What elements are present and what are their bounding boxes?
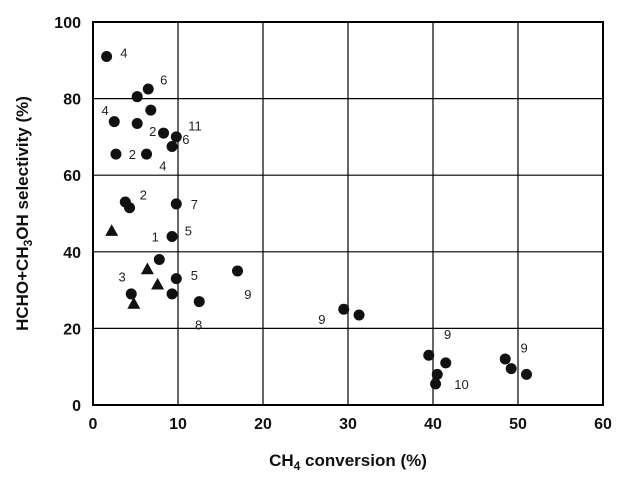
point-annotation: 6 — [160, 72, 167, 87]
circle-point — [170, 198, 182, 210]
point-annotation: 5 — [185, 224, 192, 239]
circle-point — [338, 303, 350, 315]
circle-point — [430, 378, 442, 390]
triangle-point — [105, 224, 119, 236]
point-annotation: 8 — [195, 318, 202, 333]
x-tick-label: 20 — [254, 416, 272, 433]
point-annotation: 5 — [191, 268, 198, 283]
point-annotation: 1 — [152, 229, 159, 244]
circle-point — [166, 140, 178, 152]
circle-point — [125, 288, 137, 300]
point-annotation: 3 — [119, 270, 126, 285]
circle-point — [423, 349, 435, 361]
point-annotation: 4 — [159, 159, 166, 174]
point-annotation: 2 — [149, 124, 156, 139]
circle-point — [170, 273, 182, 285]
circle-point — [145, 104, 157, 116]
y-tick-label: 0 — [72, 398, 81, 415]
tick-labels: 0 10 20 30 40 50 60 0 20 40 60 80 100 — [54, 15, 612, 433]
circle-point — [170, 131, 182, 143]
y-tick-label: 40 — [63, 245, 81, 262]
x-tick-label: 30 — [339, 416, 357, 433]
triangle-point — [151, 277, 165, 290]
circle-point — [110, 148, 122, 160]
circle-point — [158, 127, 170, 139]
circle-point — [141, 148, 153, 160]
circle-point — [166, 230, 178, 242]
circle-point — [124, 202, 136, 214]
point-annotation: 6 — [182, 132, 189, 147]
x-axis-title: CH4 conversion (%) — [269, 451, 427, 473]
circle-point — [101, 50, 113, 62]
circle-point — [193, 296, 205, 308]
circle-point — [440, 357, 452, 369]
point-annotation: 4 — [120, 46, 127, 61]
circle-point — [108, 116, 120, 128]
triangle-point — [140, 262, 154, 275]
point-annotation: 9 — [318, 312, 325, 327]
circle-point — [521, 368, 532, 380]
x-tick-label: 50 — [509, 416, 527, 433]
y-tick-label: 100 — [54, 15, 81, 32]
point-annotation: 9 — [244, 287, 251, 302]
circle-point — [353, 309, 365, 321]
x-tick-label: 0 — [89, 416, 98, 433]
point-annotation: 4 — [102, 103, 109, 118]
circle-point — [232, 265, 243, 277]
y-tick-label: 20 — [63, 321, 81, 338]
circle-point — [431, 368, 443, 380]
point-annotation: 9 — [444, 327, 451, 342]
grid-layer — [93, 22, 603, 405]
x-tick-label: 60 — [594, 416, 612, 433]
point-annotation: 9 — [521, 341, 528, 356]
data-points — [101, 50, 532, 390]
y-tick-label: 80 — [63, 92, 81, 109]
circle-point — [131, 117, 143, 129]
circle-point — [142, 83, 154, 95]
point-annotation: 10 — [454, 377, 468, 392]
x-tick-label: 40 — [424, 416, 442, 433]
circle-point — [166, 288, 178, 300]
point-annotation: 11 — [188, 118, 202, 133]
circle-point — [131, 91, 143, 103]
circle-point — [505, 363, 517, 375]
circle-point — [499, 353, 511, 365]
plot-frame — [92, 21, 604, 406]
y-axis-title: HCHO+CH3OH selectivity (%) — [13, 96, 35, 331]
point-annotation: 2 — [140, 187, 147, 202]
point-annotation: 2 — [129, 147, 136, 162]
point-annotation: 7 — [191, 197, 198, 212]
y-tick-label: 60 — [63, 168, 81, 185]
triangle-point — [127, 297, 141, 309]
circle-point — [153, 253, 165, 265]
x-tick-label: 10 — [169, 416, 187, 433]
